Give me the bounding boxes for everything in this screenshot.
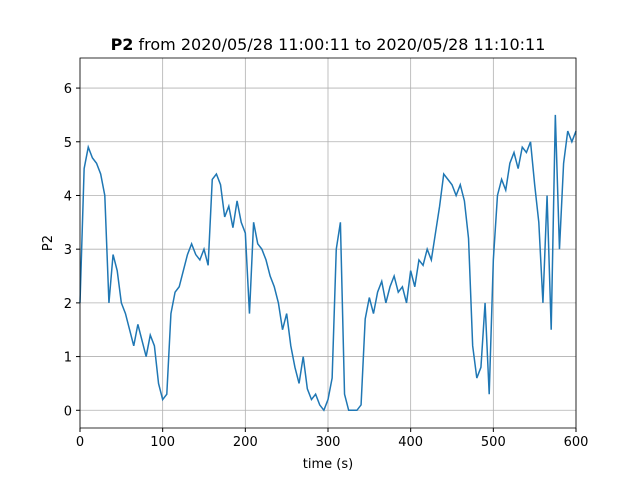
x-tick-label: 300 bbox=[316, 435, 341, 450]
y-tick-label: 2 bbox=[64, 297, 72, 312]
x-axis-label: time (s) bbox=[303, 457, 353, 472]
x-tick-label: 500 bbox=[481, 435, 506, 450]
x-tick-label: 600 bbox=[564, 435, 589, 450]
y-tick-label: 0 bbox=[64, 404, 72, 419]
y-tick-label: 1 bbox=[64, 351, 72, 366]
x-tick-label: 100 bbox=[150, 435, 175, 450]
y-tick-label: 3 bbox=[64, 243, 72, 258]
data-line bbox=[79, 114, 577, 412]
x-tick-label: 200 bbox=[233, 435, 258, 450]
title-text: from 2020/05/28 11:00:11 to 2020/05/28 1… bbox=[139, 35, 546, 54]
chart-title: P2 from 2020/05/28 11:00:11 to 2020/05/2… bbox=[111, 35, 546, 54]
plot-frame bbox=[79, 57, 577, 429]
y-tick-label: 4 bbox=[64, 189, 72, 204]
x-tick-label: 0 bbox=[76, 435, 84, 450]
y-tick-label: 5 bbox=[64, 136, 72, 151]
x-tick-label: 400 bbox=[398, 435, 423, 450]
y-axis-label: P2 bbox=[41, 235, 56, 251]
title-prefix: P2 bbox=[111, 35, 134, 54]
y-tick-label: 6 bbox=[64, 82, 72, 97]
